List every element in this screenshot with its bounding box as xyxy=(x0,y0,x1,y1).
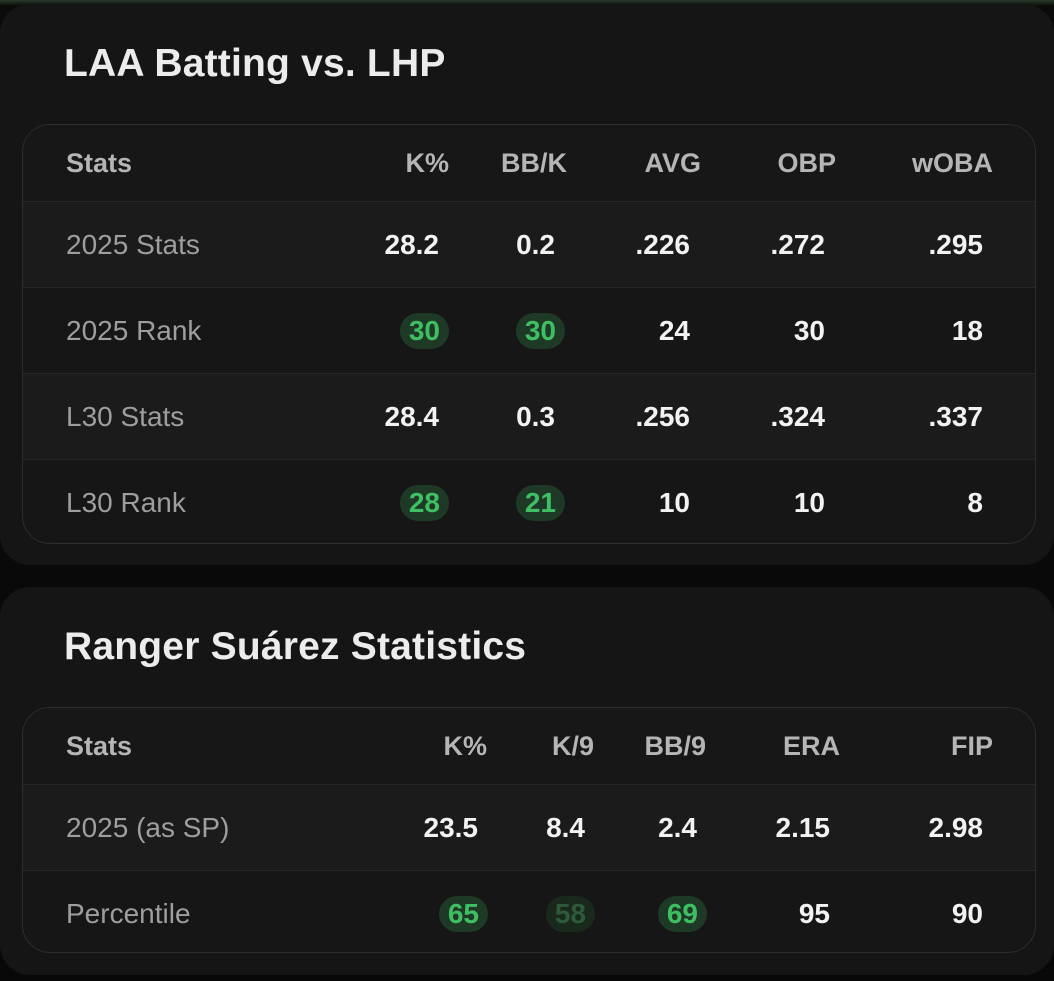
woba-value: .295 xyxy=(928,228,984,260)
table-row: 2025 Stats 28.2 0.2 .226 .272 .295 xyxy=(23,201,1035,287)
k-pct-rank-badge: 30 xyxy=(399,312,449,349)
k-pct-value: 28.2 xyxy=(384,228,440,260)
bb-k-value: 0.2 xyxy=(516,228,555,260)
k-pct-rank-badge: 28 xyxy=(399,484,449,521)
bb-k-rank-badge: 30 xyxy=(515,312,565,349)
woba-value: .337 xyxy=(928,400,984,432)
table-row: 2025 Rank 30 30 24 30 18 xyxy=(23,287,1035,373)
k-pct-percentile-badge: 65 xyxy=(438,895,488,932)
bb9-percentile-cell: 69 xyxy=(657,871,707,952)
laa-batting-card: LAA Batting vs. LHP Stats K% BB/K AVG OB… xyxy=(0,4,1054,565)
column-header-stats: Stats xyxy=(66,730,133,761)
obp-value: .324 xyxy=(770,400,826,432)
batting-stats-table: Stats K% BB/K AVG OBP wOBA 2025 Stats 28… xyxy=(22,124,1036,544)
bb-k-rank-cell: 30 xyxy=(515,288,565,373)
column-header-avg: AVG xyxy=(644,147,701,178)
column-header-k-pct: K% xyxy=(443,730,487,761)
fip-value: 2.98 xyxy=(928,811,984,843)
column-header-obp: OBP xyxy=(777,147,836,178)
table-row: L30 Stats 28.4 0.3 .256 .324 .337 xyxy=(23,373,1035,459)
obp-value: .272 xyxy=(770,228,826,260)
k-pct-value: 28.4 xyxy=(384,400,440,432)
avg-rank-value: 10 xyxy=(658,486,690,518)
woba-rank-value: 8 xyxy=(967,486,983,518)
column-header-era: ERA xyxy=(782,730,840,761)
table-row: L30 Rank 28 21 10 10 8 xyxy=(23,459,1035,543)
era-value: 2.15 xyxy=(775,811,831,843)
pitcher-stats-card: Ranger Suárez Statistics Stats K% K/9 BB… xyxy=(0,587,1054,975)
bb9-percentile-badge: 69 xyxy=(657,895,707,932)
bb-k-rank-badge: 21 xyxy=(515,484,565,521)
k-pct-percentile-cell: 65 xyxy=(438,871,488,952)
obp-rank-value: 30 xyxy=(793,314,825,346)
row-label: 2025 Rank xyxy=(66,314,202,346)
obp-rank-value: 10 xyxy=(793,486,825,518)
row-label: L30 Stats xyxy=(66,400,185,432)
row-label: Percentile xyxy=(66,897,191,929)
k-pct-rank-cell: 30 xyxy=(399,288,449,373)
column-header-stats: Stats xyxy=(66,147,133,178)
column-header-k-pct: K% xyxy=(405,147,449,178)
card-title: Ranger Suárez Statistics xyxy=(64,625,527,668)
table-row: Percentile 65 58 69 95 90 xyxy=(23,870,1035,952)
avg-rank-value: 24 xyxy=(658,314,690,346)
fip-percentile-value: 90 xyxy=(951,897,983,929)
bb-k-value: 0.3 xyxy=(516,400,555,432)
row-label: 2025 (as SP) xyxy=(66,811,230,843)
column-header-bb-k: BB/K xyxy=(501,147,567,178)
column-header-bb9: BB/9 xyxy=(644,730,706,761)
column-header-k9: K/9 xyxy=(551,730,594,761)
k-pct-rank-cell: 28 xyxy=(399,460,449,543)
woba-rank-value: 18 xyxy=(951,314,983,346)
pitcher-stats-table: Stats K% K/9 BB/9 ERA FIP 2025 (as SP) 2… xyxy=(22,707,1036,953)
k-pct-value: 23.5 xyxy=(423,811,479,843)
k9-value: 8.4 xyxy=(546,811,585,843)
era-percentile-value: 95 xyxy=(798,897,830,929)
bb-k-rank-cell: 21 xyxy=(515,460,565,543)
avg-value: .256 xyxy=(635,400,691,432)
table-row: 2025 (as SP) 23.5 8.4 2.4 2.15 2.98 xyxy=(23,784,1035,870)
row-label: L30 Rank xyxy=(66,486,186,518)
table-header-row: Stats K% K/9 BB/9 ERA FIP xyxy=(23,708,1035,784)
k9-percentile-cell: 58 xyxy=(545,871,595,952)
column-header-woba: wOBA xyxy=(912,147,993,178)
bb9-value: 2.4 xyxy=(658,811,697,843)
column-header-fip: FIP xyxy=(950,730,993,761)
avg-value: .226 xyxy=(635,228,691,260)
row-label: 2025 Stats xyxy=(66,228,200,260)
table-header-row: Stats K% BB/K AVG OBP wOBA xyxy=(23,125,1035,201)
k9-percentile-badge: 58 xyxy=(545,895,595,932)
card-title: LAA Batting vs. LHP xyxy=(64,42,446,85)
